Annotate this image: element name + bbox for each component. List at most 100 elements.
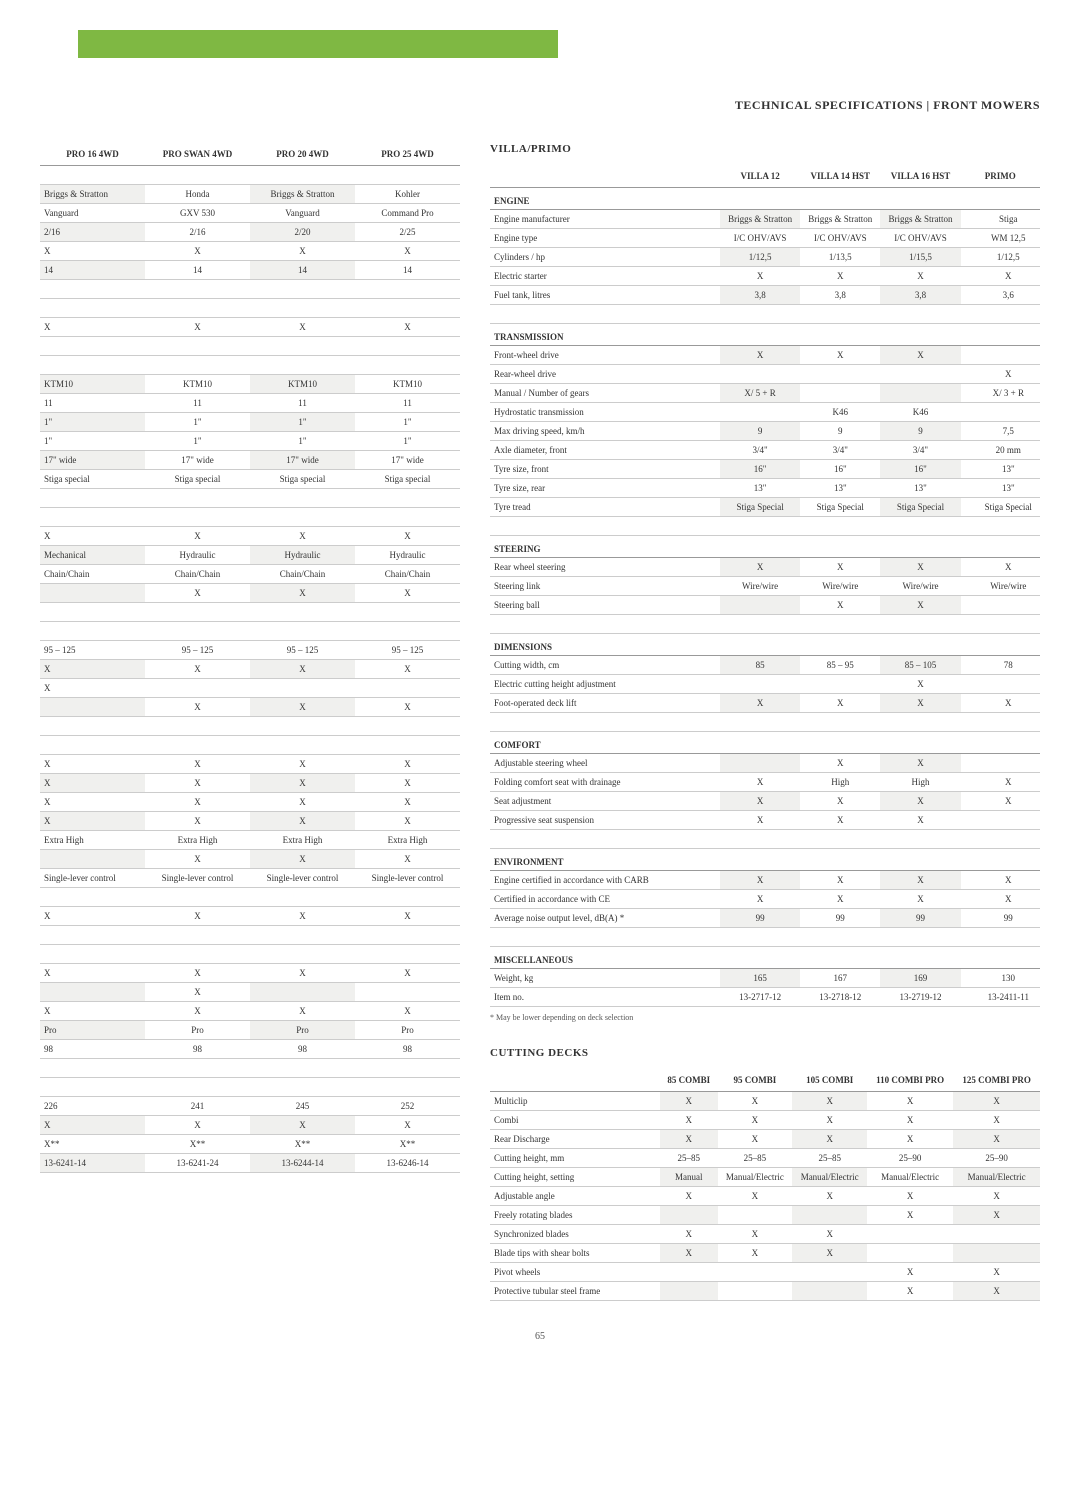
spec-cell: Briggs & Stratton [250, 185, 355, 204]
table-row: Protective tubular steel frameXX [490, 1282, 1040, 1301]
blank-cell [880, 928, 960, 947]
spec-cell: X [953, 1187, 1040, 1206]
column-header: PRO 20 4WD [250, 143, 355, 166]
category-label: ENGINE [490, 188, 1040, 210]
blank-cell [961, 517, 1040, 536]
spec-cell: X [145, 983, 250, 1002]
spec-cell: I/C OHV/AVS [720, 229, 800, 248]
spec-cell: Engine type [490, 229, 720, 248]
table-row: Blade tips with shear boltsXXX [490, 1244, 1040, 1263]
spec-cell: 3,8 [800, 286, 880, 305]
spec-cell: X [355, 242, 460, 261]
category-label: MISCELLANEOUS [490, 947, 1040, 969]
spec-cell [953, 1244, 1040, 1263]
blank-cell [250, 280, 355, 299]
blank-cell [355, 1078, 460, 1097]
spec-cell: Single-lever control [145, 869, 250, 888]
spec-cell: Extra High [145, 831, 250, 850]
spec-cell: X [145, 964, 250, 983]
spec-cell: 11 [145, 394, 250, 413]
spec-cell: X [800, 792, 880, 811]
spec-cell [961, 596, 1040, 615]
spec-cell: KTM10 [40, 375, 145, 394]
cutting-title: CUTTING DECKS [490, 1047, 1040, 1059]
spec-cell: X [40, 1002, 145, 1021]
blank-cell [40, 1078, 145, 1097]
spec-cell: 16" [800, 460, 880, 479]
spec-cell: X [800, 346, 880, 365]
blank-cell [250, 299, 355, 318]
spec-cell: Wire/wire [720, 577, 800, 596]
spec-cell: Hydraulic [250, 546, 355, 565]
spec-cell [961, 675, 1040, 694]
spec-cell: 99 [800, 909, 880, 928]
blank-cell [145, 888, 250, 907]
table-row [40, 736, 460, 755]
spec-cell [718, 1206, 793, 1225]
spec-cell: Extra High [250, 831, 355, 850]
spec-cell: 1" [250, 432, 355, 451]
spec-cell [961, 754, 1040, 773]
spec-cell: X [250, 793, 355, 812]
spec-cell: 14 [355, 261, 460, 280]
spec-cell: 17" wide [355, 451, 460, 470]
spec-cell: 1/15,5 [880, 248, 960, 267]
blank-cell [490, 517, 720, 536]
blank-cell [145, 356, 250, 375]
spec-cell: Fuel tank, litres [490, 286, 720, 305]
spec-cell: 99 [720, 909, 800, 928]
spec-cell: Max driving speed, km/h [490, 422, 720, 441]
table-row: X [40, 983, 460, 1002]
spec-cell: Honda [145, 185, 250, 204]
spec-cell: 3,6 [961, 286, 1040, 305]
spec-cell: Manual/Electric [792, 1168, 867, 1187]
blank-cell [250, 508, 355, 527]
spec-cell: Front-wheel drive [490, 346, 720, 365]
spec-cell [867, 1244, 953, 1263]
spec-cell: X [355, 698, 460, 717]
spec-cell: 17" wide [250, 451, 355, 470]
spec-cell: Multiclip [490, 1092, 660, 1111]
spec-cell [800, 384, 880, 403]
spec-cell [40, 698, 145, 717]
spec-cell: Cutting height, setting [490, 1168, 660, 1187]
spec-cell: 13-2718-12 [800, 988, 880, 1007]
blank-cell [490, 928, 720, 947]
table-row [40, 1078, 460, 1097]
spec-cell: X [867, 1263, 953, 1282]
spec-cell: X [250, 812, 355, 831]
spec-cell: 1" [355, 413, 460, 432]
blank-cell [40, 603, 145, 622]
pro-table: PRO 16 4WDPRO SWAN 4WDPRO 20 4WDPRO 25 4… [40, 143, 460, 1173]
blank-cell [961, 830, 1040, 849]
spec-cell: X [355, 584, 460, 603]
spec-cell: 130 [961, 969, 1040, 988]
blank-cell [800, 713, 880, 732]
blank-cell [145, 508, 250, 527]
column-header [490, 1069, 660, 1092]
table-row: Foot-operated deck liftXXXX [490, 694, 1040, 713]
spec-cell: X [145, 698, 250, 717]
villa-footnote: * May be lower depending on deck selecti… [490, 1013, 1040, 1022]
table-row: XXXX [40, 755, 460, 774]
spec-cell: X [867, 1130, 953, 1149]
spec-cell: X [40, 318, 145, 337]
spec-cell: Tyre size, rear [490, 479, 720, 498]
spec-cell: X [40, 660, 145, 679]
spec-cell: Manual / Number of gears [490, 384, 720, 403]
table-row: Hydrostatic transmissionK46K46 [490, 403, 1040, 422]
spec-cell: X [40, 907, 145, 926]
spec-cell: X [961, 773, 1040, 792]
table-row [40, 926, 460, 945]
blank-cell [880, 517, 960, 536]
blank-cell [355, 622, 460, 641]
spec-cell: Single-lever control [355, 869, 460, 888]
spec-cell: X [250, 242, 355, 261]
blank-cell [355, 945, 460, 964]
spec-cell: X [355, 527, 460, 546]
spec-cell: X [792, 1187, 867, 1206]
table-row [40, 622, 460, 641]
table-row: 98989898 [40, 1040, 460, 1059]
spec-cell: X [867, 1092, 953, 1111]
spec-cell [961, 403, 1040, 422]
